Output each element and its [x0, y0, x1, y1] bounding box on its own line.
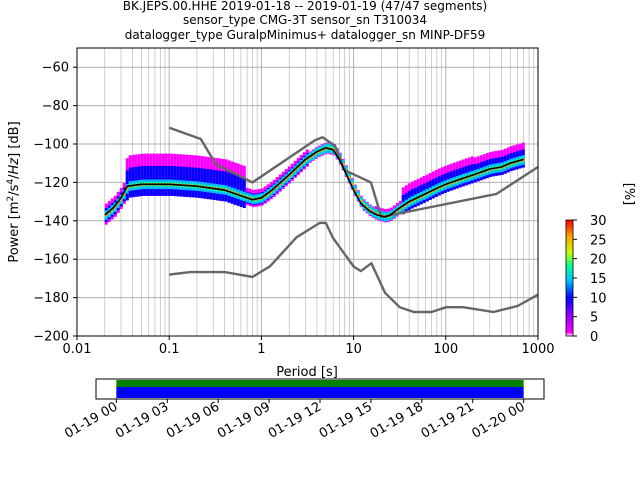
density-cell	[404, 203, 408, 206]
density-cell	[365, 206, 369, 209]
colorbar-label: [%]	[621, 183, 636, 206]
density-cell	[116, 202, 120, 205]
density-cell	[125, 187, 129, 191]
density-cell	[263, 194, 267, 198]
y-tick-label: −120	[33, 176, 69, 191]
density-cell	[278, 182, 282, 186]
colorbar: 0 5 10 15 20 25 30 [%]	[565, 183, 636, 345]
density-cell	[356, 194, 360, 198]
density-cell	[392, 211, 396, 215]
density-cell	[407, 201, 411, 204]
density-cell	[104, 213, 108, 217]
density-cell	[119, 198, 123, 201]
colorbar-ticks: 0 5 10 15 20 25 30	[573, 214, 607, 345]
x-tick-label: 0.01	[63, 342, 92, 357]
density-cell	[368, 209, 372, 212]
chart-title-line3: datalogger_type GuralpMinimus+ datalogge…	[125, 28, 486, 42]
density-cell	[290, 172, 294, 175]
colorbar-tick-label: 0	[590, 330, 598, 345]
density-cell	[272, 188, 276, 191]
density-cell	[332, 148, 336, 151]
colorbar-tick-label: 20	[590, 253, 607, 268]
x-tick-label: 100	[433, 342, 458, 357]
timeline-tick-label: 01-19 15	[317, 399, 375, 441]
density-cell	[401, 205, 405, 208]
y-tick-label: −60	[42, 61, 69, 76]
x-tick-label: 10	[345, 342, 362, 357]
timeline-tick-label: 01-19 21	[419, 399, 477, 441]
density-cell	[302, 160, 306, 164]
density-cell	[359, 200, 363, 203]
density-cell	[311, 153, 315, 157]
density-cell	[350, 182, 354, 186]
timeline-tick-label: 01-19 00	[62, 399, 120, 441]
density-cell	[296, 166, 300, 169]
y-tick-label: −200	[33, 330, 69, 345]
density-cell	[314, 151, 318, 155]
colorbar-gradient	[565, 219, 574, 337]
x-tick-label: 0.1	[159, 342, 180, 357]
y-axis-label: Power [m2/s4/Hz] [dB]	[6, 121, 22, 262]
y-tick-label: −160	[33, 253, 69, 268]
density-cell	[347, 176, 351, 179]
density-cell	[287, 174, 291, 178]
x-tick-label: 1000	[521, 342, 554, 357]
density-cell	[395, 209, 399, 212]
y-tick-label: −80	[42, 99, 69, 114]
density-cell	[299, 163, 303, 166]
plot-frame	[76, 47, 539, 337]
x-axis-ticks: 0.01 0.1 1 10 100 1000	[63, 336, 555, 357]
coverage-bars	[116, 380, 524, 398]
y-tick-label: −100	[33, 138, 69, 153]
colorbar-tick-label: 5	[590, 311, 598, 326]
density-cell	[308, 155, 312, 159]
density-cell	[281, 180, 285, 183]
density-cell	[110, 208, 114, 212]
colorbar-tick-label: 30	[590, 214, 607, 229]
colorbar-tick-label: 15	[590, 272, 607, 287]
density-cell	[107, 211, 111, 214]
density-cell	[362, 203, 366, 207]
density-cell	[284, 177, 288, 180]
timeline-tick-label: 01-19 12	[266, 399, 324, 441]
x-tick-label: 1	[257, 342, 265, 357]
series-line-mode	[104, 147, 524, 218]
coverage-bar	[116, 380, 524, 387]
density-cell	[293, 169, 297, 172]
psd-plot-area: 0.01 0.1 1 10 100 1000 −200 −180 −160 −140 −120 −1…	[6, 47, 555, 380]
chart-title-line2: sensor_type CMG-3T sensor_sn T310034	[183, 13, 427, 27]
model-curves	[104, 126, 539, 314]
timeline-tick-label: 01-19 09	[215, 399, 273, 441]
timeline-tick-label: 01-19 03	[113, 399, 171, 441]
density-cell	[398, 207, 402, 210]
colorbar-tick-label: 10	[590, 291, 607, 306]
density-cell	[269, 190, 273, 193]
density-cell	[113, 206, 117, 209]
density-cell	[122, 193, 126, 196]
series-line-nhnm	[168, 126, 539, 219]
series-line-nlnm	[169, 221, 539, 314]
y-tick-label: −180	[33, 291, 69, 306]
timeline-tick-label: 01-20 00	[470, 399, 528, 441]
y-axis-ticks: −200 −180 −160 −140 −120 −100 −80 −60	[33, 61, 77, 345]
timeline-tick-label: 01-19 18	[368, 399, 426, 441]
coverage-bar	[116, 387, 524, 398]
y-tick-label: −140	[33, 214, 69, 229]
density-cell	[266, 192, 270, 195]
timeline-tick-label: 01-19 06	[164, 399, 222, 441]
chart-title-line1: BK.JEPS.00.HHE 2019-01-18 -- 2019-01-19 …	[123, 0, 487, 13]
density-cell	[275, 185, 279, 188]
colorbar-tick-label: 25	[590, 233, 607, 248]
x-axis-label: Period [s]	[276, 365, 338, 380]
density-cell	[353, 189, 357, 192]
